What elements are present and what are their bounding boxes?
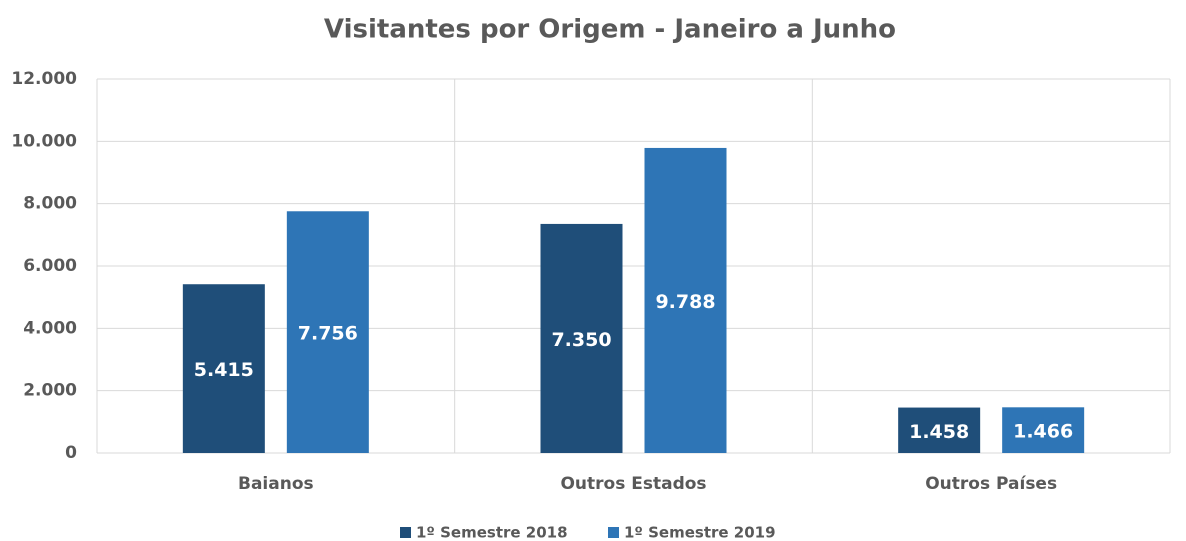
y-tick-label: 4.000 xyxy=(23,318,77,338)
legend-swatch xyxy=(400,527,411,538)
y-tick-label: 12.000 xyxy=(11,69,77,89)
y-tick-label: 8.000 xyxy=(23,194,77,214)
y-tick-label: 2.000 xyxy=(23,381,77,401)
x-tick-label: Baianos xyxy=(238,474,314,494)
y-tick-label: 10.000 xyxy=(11,131,77,151)
value-label: 7.756 xyxy=(298,323,358,345)
legend-label: 1º Semestre 2019 xyxy=(624,524,776,541)
bar xyxy=(644,147,727,453)
bar xyxy=(286,211,369,453)
x-tick-label: Outros Estados xyxy=(560,474,706,494)
value-label: 9.788 xyxy=(655,291,715,313)
chart-title: Visitantes por Origem - Janeiro a Junho xyxy=(324,15,896,45)
x-tick-label: Outros Países xyxy=(925,474,1057,494)
value-label: 1.466 xyxy=(1013,421,1073,443)
bar xyxy=(1002,407,1085,453)
value-label: 7.350 xyxy=(551,329,611,351)
bar xyxy=(182,284,265,453)
legend-swatch xyxy=(608,527,619,538)
y-tick-label: 6.000 xyxy=(23,256,77,276)
value-label: 1.458 xyxy=(909,421,969,443)
bar xyxy=(540,223,623,453)
legend-label: 1º Semestre 2018 xyxy=(416,524,568,541)
bar xyxy=(898,407,981,453)
value-label: 5.415 xyxy=(194,359,254,381)
y-tick-label: 0 xyxy=(65,443,77,463)
